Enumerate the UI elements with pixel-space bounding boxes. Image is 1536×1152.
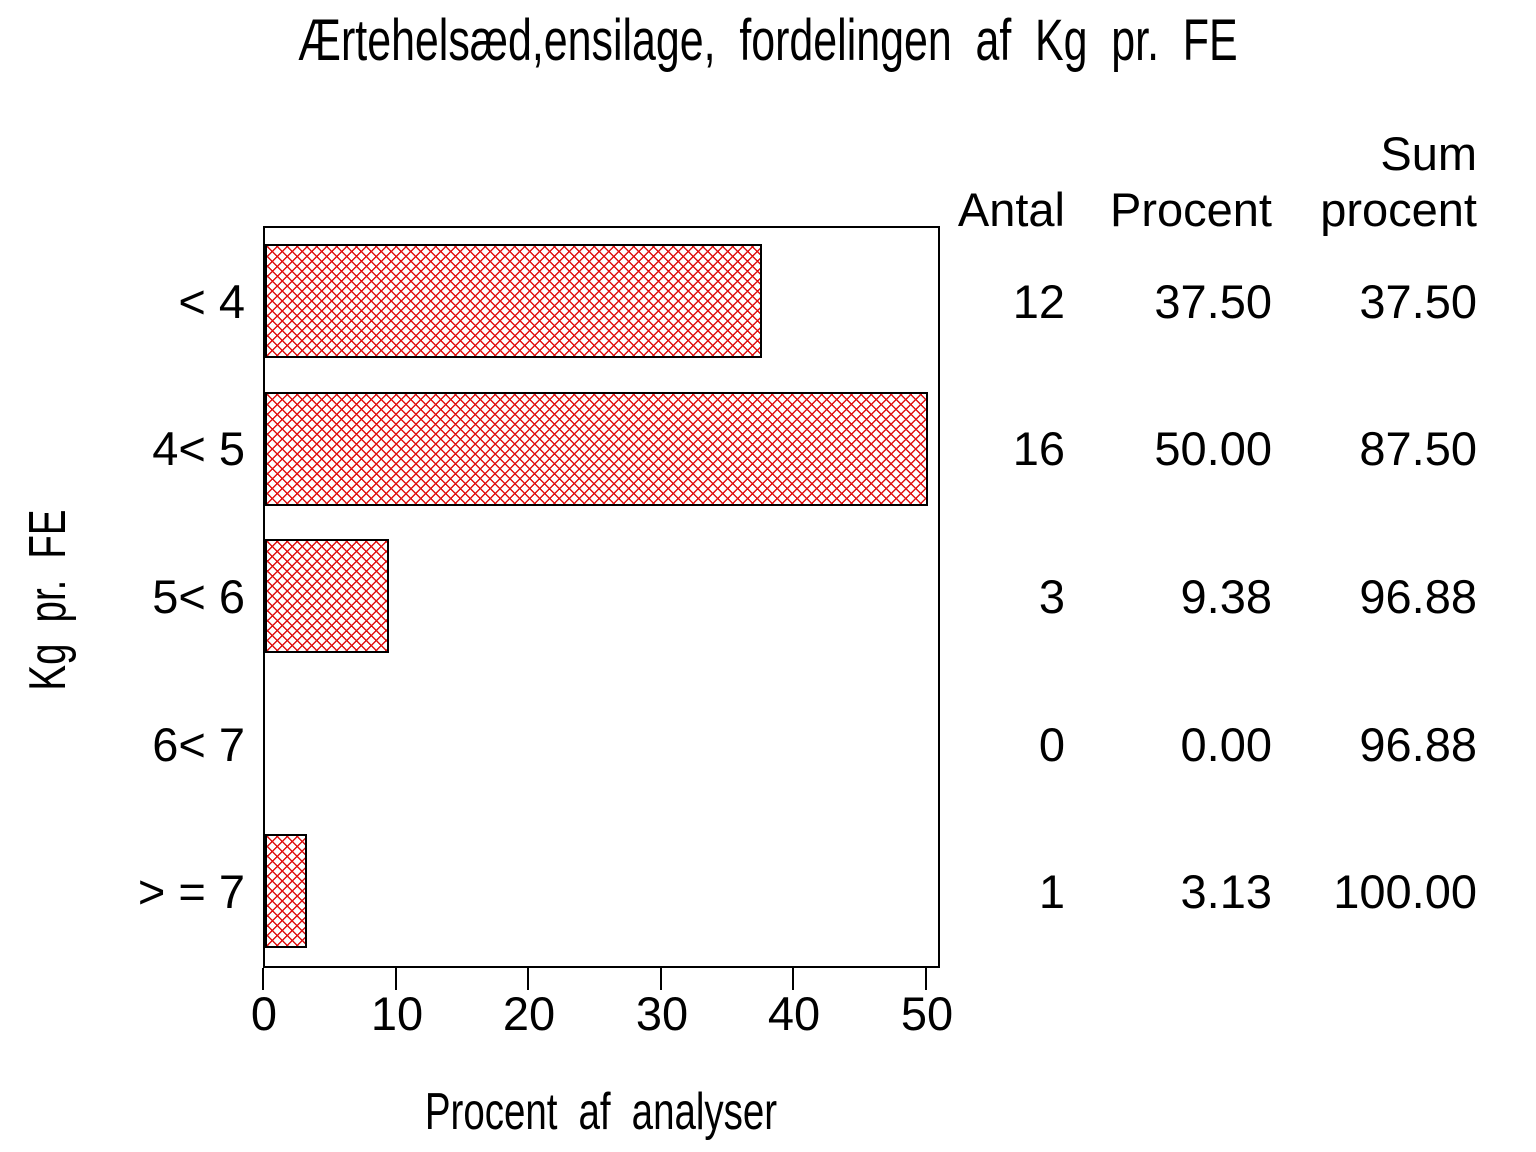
category-label-3: 5< 6 [152,570,245,623]
table-cell-procent-row5: 3.13 [1180,865,1272,918]
x-tick-30 [660,968,662,990]
x-tick-10 [395,968,397,990]
table-header-procent: Procent [1110,183,1272,236]
chart-title: Ærtehelsæd,ensilage, fordelingen af Kg p… [0,8,1536,74]
x-tick-label-40: 40 [767,987,821,1040]
category-label-1: < 4 [178,275,245,328]
table-header-sum-line1: Sum [1380,127,1477,180]
x-tick-0 [262,968,264,990]
table-cell-antal-row2: 16 [1012,422,1065,475]
table-cell-procent-row1: 37.50 [1154,275,1272,328]
table-cell-procent-row2: 50.00 [1154,422,1272,475]
bar-3 [265,539,389,653]
x-tick-label-0: 0 [250,987,278,1040]
x-tick-50 [925,968,927,990]
table-header-sum-line2: procent [1320,183,1477,236]
table-cell-sum-procent-row1: 37.50 [1359,275,1477,328]
table-cell-antal-row4: 0 [1038,718,1065,771]
table-cell-procent-row4: 0.00 [1180,718,1272,771]
table-header-sum-procent: Sum procent [1277,126,1477,238]
table-cell-antal-row5: 1 [1038,865,1065,918]
x-tick-20 [527,968,529,990]
plot-area [263,226,940,968]
table-cell-sum-procent-row2: 87.50 [1359,422,1477,475]
bar-2 [265,392,928,506]
x-axis-label-text: Procent af analyser [424,1083,778,1141]
table-cell-antal-row1: 12 [1012,275,1065,328]
table-header-antal: Antal [957,183,1065,236]
category-label-2: 4< 5 [152,422,245,475]
x-tick-label-30: 30 [635,987,689,1040]
bar-1 [265,244,762,358]
table-cell-sum-procent-row5: 100.00 [1333,865,1477,918]
table-cell-procent-row3: 9.38 [1180,570,1272,623]
category-label-5: > = 7 [137,865,245,918]
table-cell-antal-row3: 3 [1038,570,1065,623]
bar-5 [265,834,307,948]
table-cell-sum-procent-row3: 96.88 [1359,570,1477,623]
x-tick-label-50: 50 [900,987,954,1040]
table-cell-sum-procent-row4: 96.88 [1359,718,1477,771]
x-tick-label-20: 20 [502,987,556,1040]
x-tick-40 [792,968,794,990]
category-label-4: 6< 7 [152,718,245,771]
chart-title-text: Ærtehelsæd,ensilage, fordelingen af Kg p… [298,8,1238,73]
x-axis-label: Procent af analyser [363,1082,839,1142]
x-tick-label-10: 10 [370,987,424,1040]
